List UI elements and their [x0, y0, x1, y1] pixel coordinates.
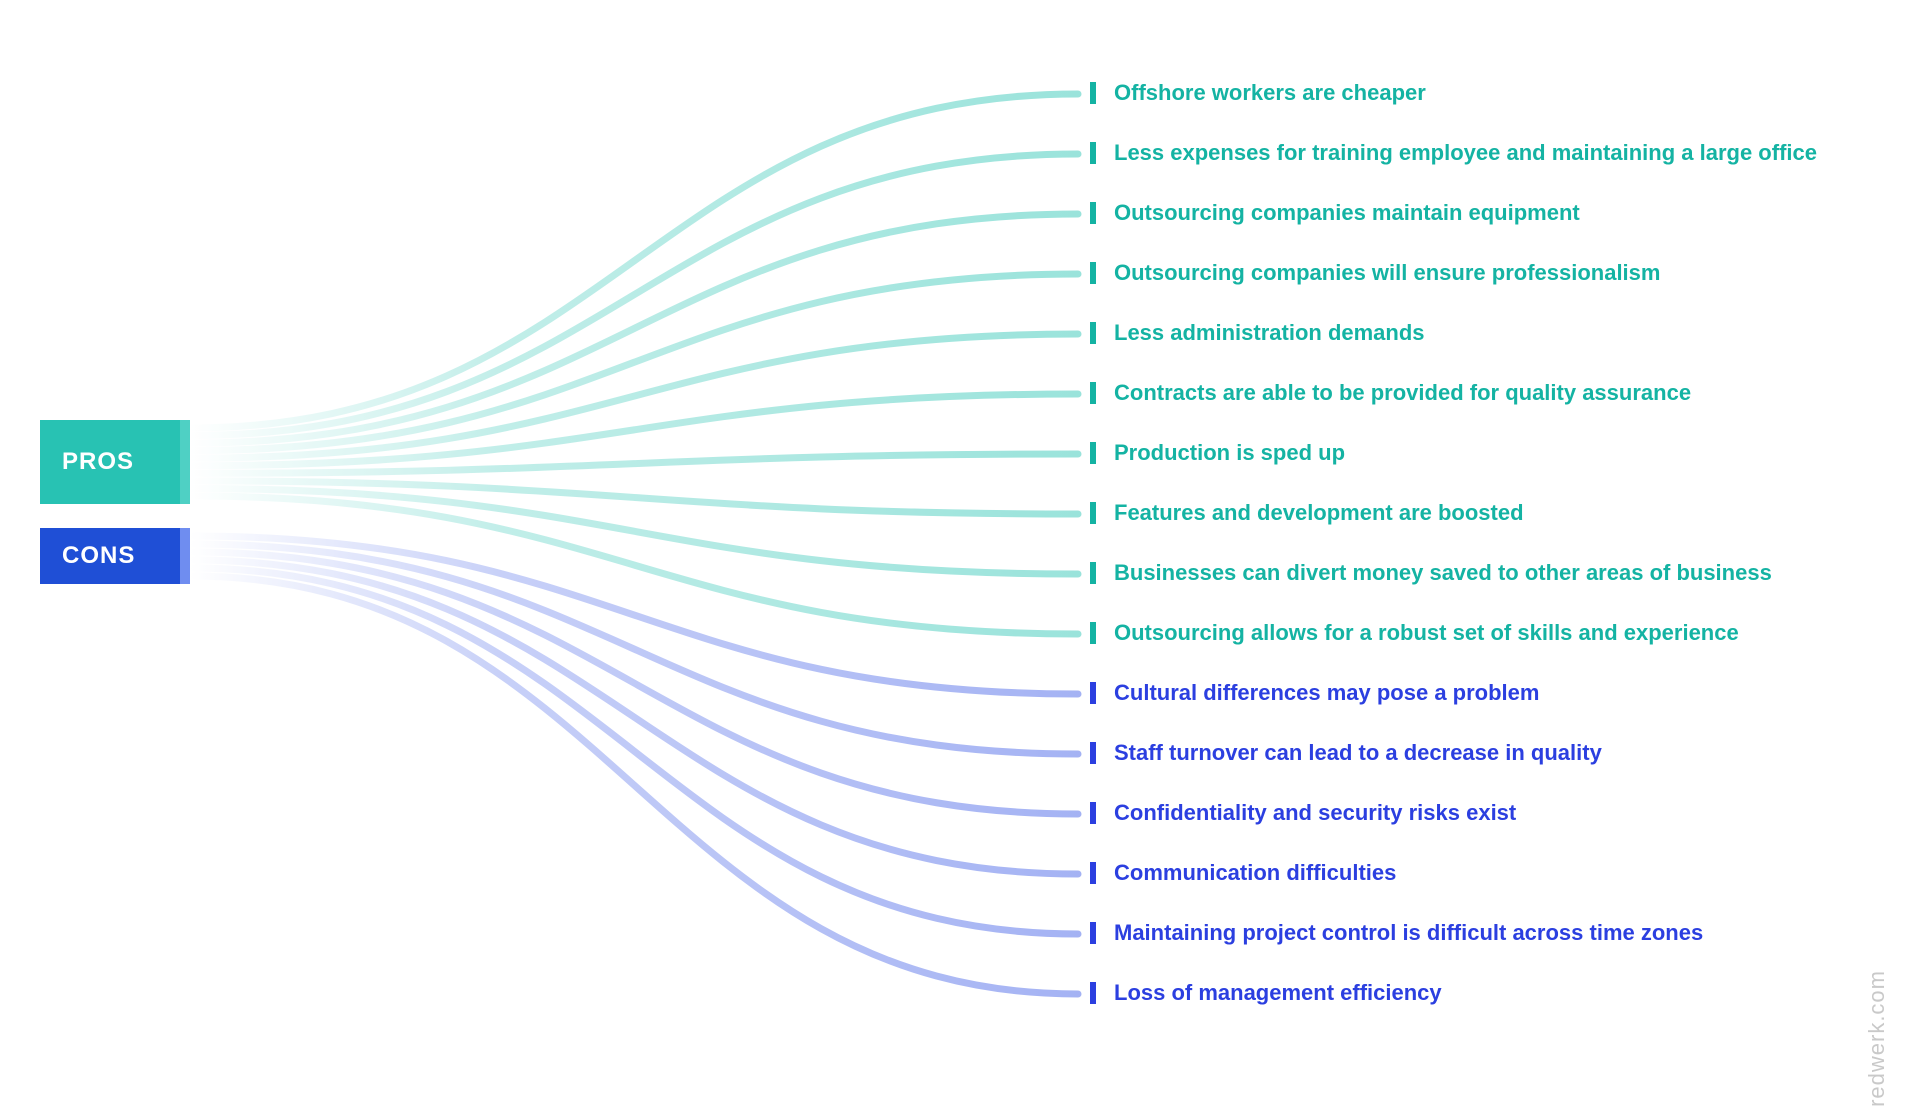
pros-item-label: Outsourcing allows for a robust set of s…	[1114, 620, 1739, 646]
bullet-tick-icon	[1090, 322, 1096, 344]
cons-item: Maintaining project control is difficult…	[1090, 920, 1703, 946]
bullet-tick-icon	[1090, 82, 1096, 104]
bullet-tick-icon	[1090, 202, 1096, 224]
pros-item: Outsourcing companies maintain equipment	[1090, 200, 1580, 226]
pros-item-label: Outsourcing companies maintain equipment	[1114, 200, 1580, 226]
bullet-tick-icon	[1090, 502, 1096, 524]
pros-item: Less administration demands	[1090, 320, 1425, 346]
pros-item-label: Less administration demands	[1114, 320, 1425, 346]
pros-source-box: PROS	[40, 420, 180, 504]
cons-item: Communication difficulties	[1090, 860, 1396, 886]
pros-flow-line	[190, 214, 1078, 443]
cons-item: Confidentiality and security risks exist	[1090, 800, 1516, 826]
cons-item-label: Confidentiality and security risks exist	[1114, 800, 1516, 826]
bullet-tick-icon	[1090, 142, 1096, 164]
pros-item: Contracts are able to be provided for qu…	[1090, 380, 1691, 406]
cons-item: Cultural differences may pose a problem	[1090, 680, 1539, 706]
bullet-tick-icon	[1090, 862, 1096, 884]
pros-item: Production is sped up	[1090, 440, 1345, 466]
pros-item: Outsourcing companies will ensure profes…	[1090, 260, 1660, 286]
pros-item-label: Features and development are boosted	[1114, 500, 1524, 526]
pros-item-label: Less expenses for training employee and …	[1114, 140, 1817, 166]
bullet-tick-icon	[1090, 682, 1096, 704]
pros-item: Businesses can divert money saved to oth…	[1090, 560, 1772, 586]
pros-item-label: Outsourcing companies will ensure profes…	[1114, 260, 1660, 286]
watermark: redwerk.com	[1864, 970, 1890, 1107]
pros-source-accent	[180, 420, 190, 504]
pros-flow-line	[190, 481, 1078, 514]
bullet-tick-icon	[1090, 562, 1096, 584]
cons-item-label: Loss of management efficiency	[1114, 980, 1442, 1006]
bullet-tick-icon	[1090, 742, 1096, 764]
bullet-tick-icon	[1090, 382, 1096, 404]
cons-item: Staff turnover can lead to a decrease in…	[1090, 740, 1602, 766]
bullet-tick-icon	[1090, 982, 1096, 1004]
bullet-tick-icon	[1090, 262, 1096, 284]
cons-source-box: CONS	[40, 528, 180, 584]
pros-item-label: Offshore workers are cheaper	[1114, 80, 1426, 106]
cons-item-label: Maintaining project control is difficult…	[1114, 920, 1703, 946]
cons-item-label: Communication difficulties	[1114, 860, 1396, 886]
pros-item-label: Businesses can divert money saved to oth…	[1114, 560, 1772, 586]
bullet-tick-icon	[1090, 622, 1096, 644]
cons-item-label: Cultural differences may pose a problem	[1114, 680, 1539, 706]
diagram-stage: PROS Offshore workers are cheaper Less exp…	[0, 0, 1920, 1080]
cons-item: Loss of management efficiency	[1090, 980, 1442, 1006]
pros-item-label: Contracts are able to be provided for qu…	[1114, 380, 1691, 406]
pros-flow-line	[190, 94, 1078, 428]
pros-item: Offshore workers are cheaper	[1090, 80, 1426, 106]
pros-item-label: Production is sped up	[1114, 440, 1345, 466]
cons-source-accent	[180, 528, 190, 584]
bullet-tick-icon	[1090, 442, 1096, 464]
cons-flow-line	[190, 576, 1078, 994]
bullet-tick-icon	[1090, 802, 1096, 824]
cons-item-label: Staff turnover can lead to a decrease in…	[1114, 740, 1602, 766]
bullet-tick-icon	[1090, 922, 1096, 944]
pros-item: Features and development are boosted	[1090, 500, 1524, 526]
cons-flow-line	[190, 568, 1078, 934]
pros-item: Less expenses for training employee and …	[1090, 140, 1817, 166]
cons-flow-line	[190, 560, 1078, 874]
pros-item: Outsourcing allows for a robust set of s…	[1090, 620, 1739, 646]
